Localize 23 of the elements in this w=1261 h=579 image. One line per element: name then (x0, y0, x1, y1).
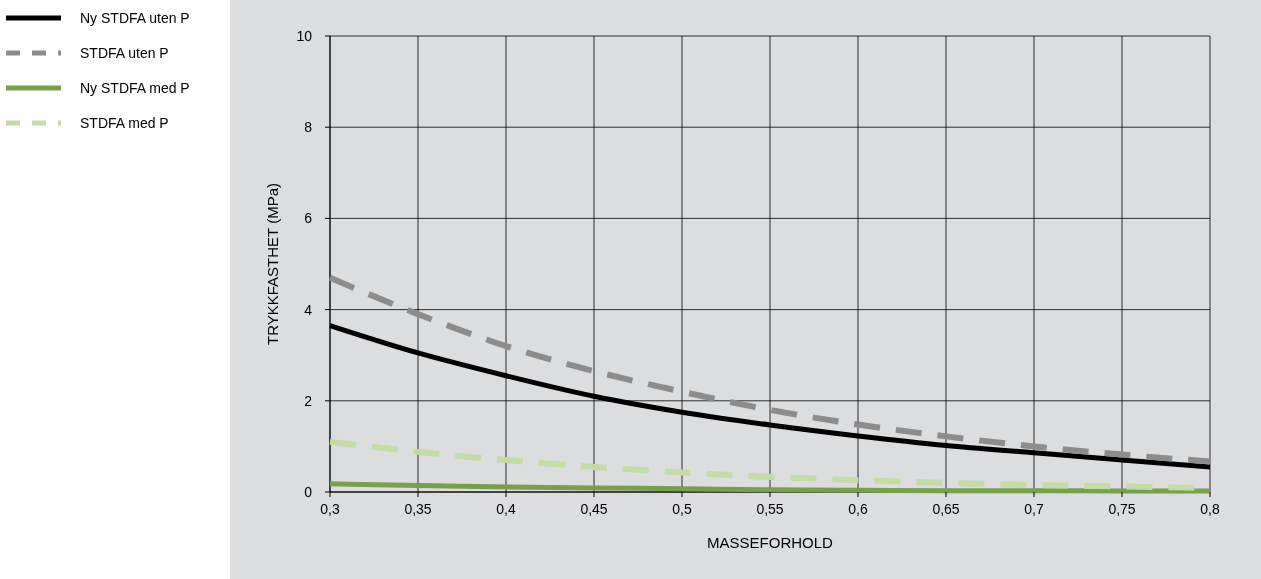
y-tick-label: 4 (304, 301, 313, 318)
legend-label: STDFA med P (80, 115, 169, 131)
y-tick-label: 0 (304, 484, 313, 500)
x-tick-label: 0,35 (404, 501, 432, 517)
y-tick-label: 6 (304, 210, 313, 227)
x-tick-label: 0,75 (1108, 501, 1136, 517)
x-tick-label: 0,7 (1024, 501, 1044, 517)
legend-label: STDFA uten P (80, 45, 169, 61)
x-tick-label: 0,45 (580, 501, 608, 517)
x-tick-label: 0,4 (496, 501, 516, 517)
x-axis-title: MASSEFORHOLD (707, 534, 834, 551)
x-tick-label: 0,8 (1200, 501, 1220, 517)
x-tick-label: 0,5 (672, 501, 692, 517)
x-tick-label: 0,3 (320, 501, 340, 517)
x-tick-label: 0,6 (848, 501, 868, 517)
legend-label: Ny STDFA uten P (80, 10, 190, 26)
y-axis-title: TRYKKFASTHET (MPa) (264, 183, 281, 345)
y-tick-label: 8 (304, 119, 313, 136)
legend-label: Ny STDFA med P (80, 80, 190, 96)
y-tick-label: 10 (296, 28, 313, 44)
x-tick-label: 0,65 (932, 501, 960, 517)
x-tick-label: 0,55 (756, 501, 784, 517)
y-tick-label: 2 (304, 392, 313, 409)
